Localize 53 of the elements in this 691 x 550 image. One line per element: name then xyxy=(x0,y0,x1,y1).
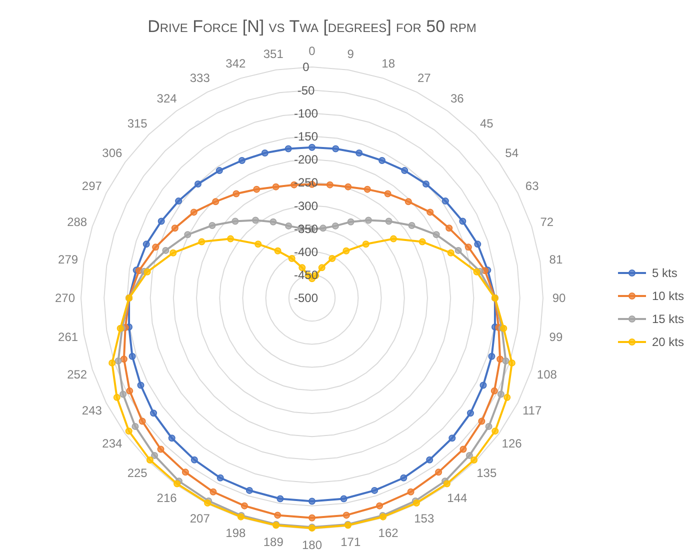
legend-label: 15 kts xyxy=(652,312,684,326)
spoke-label: 333 xyxy=(190,71,210,86)
y-tick-label: -300 xyxy=(294,198,318,213)
y-tick-label: -50 xyxy=(297,83,315,98)
spoke-label: 162 xyxy=(378,526,399,540)
legend-label: 5 kts xyxy=(652,266,678,280)
spoke-label: 198 xyxy=(226,526,246,540)
spoke-label: 297 xyxy=(82,179,102,194)
spoke-label: 90 xyxy=(552,291,566,306)
spoke-label: 306 xyxy=(102,146,123,160)
spoke-label: 18 xyxy=(382,56,396,70)
spoke-label: 171 xyxy=(340,535,361,550)
spoke-label: 81 xyxy=(549,252,563,267)
spoke-label: 234 xyxy=(102,436,123,450)
spoke-label: 108 xyxy=(536,368,558,382)
spoke-label: 207 xyxy=(190,511,210,526)
legend-label: 10 kts xyxy=(652,289,684,304)
spoke-label: 63 xyxy=(525,179,540,194)
spoke-label: 324 xyxy=(156,91,178,106)
y-tick-label: -250 xyxy=(294,176,318,190)
y-tick-label: -150 xyxy=(294,130,318,144)
spoke-label: 216 xyxy=(156,491,178,506)
spoke-label: 144 xyxy=(447,491,468,506)
spoke-label: 261 xyxy=(58,330,78,344)
spoke-label: 180 xyxy=(302,538,322,550)
y-tick-label: -200 xyxy=(294,152,318,167)
spoke-label: 45 xyxy=(480,116,494,131)
chart-title: Drive Force [N] vs Twa [degrees] for 50 rpm xyxy=(148,17,476,36)
spoke-label: 153 xyxy=(414,511,434,526)
spoke-label: 36 xyxy=(450,91,464,106)
y-tick-label: -500 xyxy=(294,291,318,306)
spoke-label: 351 xyxy=(263,47,284,62)
spoke-label: 315 xyxy=(127,116,148,131)
spoke-label: 27 xyxy=(417,71,432,86)
spoke-label: 99 xyxy=(549,330,563,344)
spoke-label: 252 xyxy=(67,368,88,382)
legend-label: 20 kts xyxy=(652,335,684,350)
spoke-label: 288 xyxy=(67,214,88,229)
spoke-label: 9 xyxy=(347,47,354,62)
spoke-label: 126 xyxy=(502,436,522,450)
y-tick-label: -100 xyxy=(294,106,318,120)
spoke-label: 243 xyxy=(82,403,102,418)
spoke-label: 117 xyxy=(522,403,542,418)
spoke-label: 270 xyxy=(54,291,76,306)
spoke-label: 72 xyxy=(540,214,554,229)
spoke-label: 279 xyxy=(58,252,78,267)
y-tick-label: -400 xyxy=(294,245,318,259)
spoke-label: 342 xyxy=(226,56,246,70)
spoke-label: 54 xyxy=(505,146,519,160)
spoke-label: 225 xyxy=(127,466,148,480)
y-tick-label: 0 xyxy=(308,44,316,58)
spoke-label: 189 xyxy=(263,535,284,550)
spoke-label: 135 xyxy=(476,466,497,480)
